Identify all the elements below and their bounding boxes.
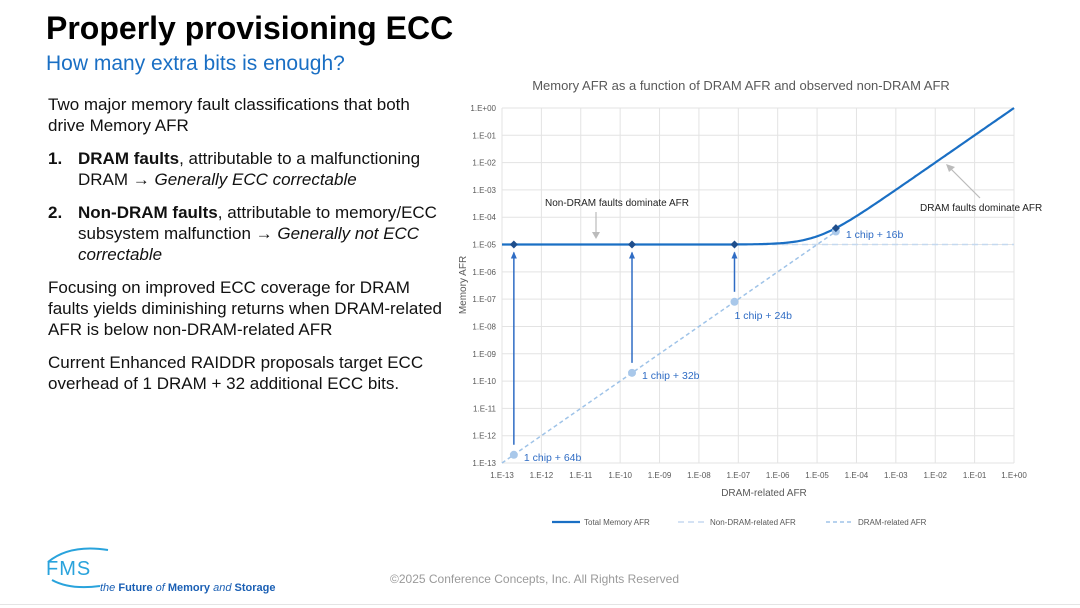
chart-title: Memory AFR as a function of DRAM AFR and… (532, 78, 950, 93)
fms-logo: FMS the Future of Memory and Storage (40, 544, 280, 601)
afr-chart: Memory AFR as a function of DRAM AFR and… (458, 78, 1042, 527)
item-bold: DRAM faults (78, 149, 180, 168)
y-tick-label: 1.E-05 (472, 241, 496, 250)
x-tick-label: 1.E-02 (923, 471, 947, 480)
y-tick-label: 1.E-13 (472, 459, 496, 468)
y-tick-label: 1.E-10 (472, 377, 496, 386)
x-tick-label: 1.E-10 (608, 471, 632, 480)
intro-text: Two major memory fault classifications t… (48, 95, 410, 135)
total-point (730, 240, 739, 249)
item-number: 2. (48, 203, 63, 222)
y-tick-label: 1.E-12 (472, 432, 496, 441)
x-tick-label: 1.E-06 (766, 471, 790, 480)
point-label: 1 chip + 64b (524, 452, 582, 464)
item-italic: Generally ECC correctable (154, 170, 357, 189)
y-tick-label: 1.E-03 (472, 186, 496, 195)
x-tick-label: 1.E-13 (490, 471, 514, 480)
arrow-head-icon (592, 232, 600, 239)
slide-subtitle: How many extra bits is enough? (46, 52, 345, 75)
legend-label: DRAM-related AFR (858, 518, 927, 527)
list-item: 2. Non-DRAM faults, attributable to memo… (48, 202, 448, 265)
list-item: 1. DRAM faults, attributable to a malfun… (48, 148, 448, 190)
y-tick-label: 1.E-09 (472, 350, 496, 359)
point-label: 1 chip + 32b (642, 370, 700, 382)
annotation-non-dram: Non-DRAM faults dominate AFR (545, 198, 689, 209)
x-tick-label: 1.E+00 (1001, 471, 1027, 480)
paragraph-diminishing-returns: Focusing on improved ECC coverage for DR… (48, 278, 442, 339)
y-tick-label: 1.E-08 (472, 322, 496, 331)
svg-text:the Future of Memory and Stora: the Future of Memory and Storage (100, 582, 276, 594)
point-label: 1 chip + 24b (734, 310, 792, 322)
arrow-head-icon (510, 251, 517, 259)
y-tick-label: 1.E-01 (472, 131, 496, 140)
series-total-memory-afr (502, 107, 1015, 246)
y-tick-label: 1.E+00 (470, 104, 496, 113)
total-point (831, 224, 840, 233)
y-tick-label: 1.E-02 (472, 159, 496, 168)
x-tick-label: 1.E-03 (884, 471, 908, 480)
paragraph-raiddr: Current Enhanced RAIDDR proposals target… (48, 353, 424, 393)
y-tick-label: 1.E-11 (473, 404, 497, 413)
x-axis-label: DRAM-related AFR (721, 488, 807, 499)
x-tick-label: 1.E-11 (569, 471, 593, 480)
x-tick-label: 1.E-09 (648, 471, 672, 480)
x-tick-label: 1.E-08 (687, 471, 711, 480)
arrow-head-icon (946, 164, 955, 172)
dram-point (628, 368, 637, 377)
slide-body: Two major memory fault classifications t… (48, 94, 448, 406)
x-tick-label: 1.E-04 (845, 471, 869, 480)
dram-point (730, 297, 739, 306)
x-tick-label: 1.E-12 (530, 471, 554, 480)
arrow-head-icon (629, 251, 636, 259)
total-point (509, 240, 518, 249)
x-tick-label: 1.E-01 (963, 471, 987, 480)
copyright-footer: ©2025 Conference Concepts, Inc. All Righ… (390, 572, 679, 586)
legend-label: Non-DRAM-related AFR (710, 518, 796, 527)
total-point (628, 240, 637, 249)
series-dram-afr (501, 227, 842, 464)
y-tick-label: 1.E-06 (472, 268, 496, 277)
footer-divider (0, 604, 1080, 605)
slide-title: Properly provisioning ECC (46, 10, 454, 46)
y-axis-label: Memory AFR (458, 256, 469, 314)
arrow-head-icon (731, 251, 738, 259)
point-label: 1 chip + 16b (846, 229, 904, 241)
item-italic: Generally not ECC correctable (78, 224, 420, 264)
annotation-dram: DRAM faults dominate AFR (920, 203, 1042, 214)
item-number: 1. (48, 149, 63, 168)
x-tick-label: 1.E-07 (727, 471, 751, 480)
x-tick-label: 1.E-05 (805, 471, 829, 480)
item-text: , attributable to memory/ECC subsystem m… (78, 203, 437, 243)
y-tick-label: 1.E-07 (472, 295, 496, 304)
svg-text:FMS: FMS (46, 558, 91, 580)
annotation-arrow (949, 167, 981, 199)
dram-point (509, 450, 518, 459)
item-bold: Non-DRAM faults (78, 203, 218, 222)
item-text: , attributable to a malfunctioning DRAM … (78, 149, 421, 189)
y-tick-label: 1.E-04 (472, 213, 496, 222)
legend-label: Total Memory AFR (584, 518, 650, 527)
